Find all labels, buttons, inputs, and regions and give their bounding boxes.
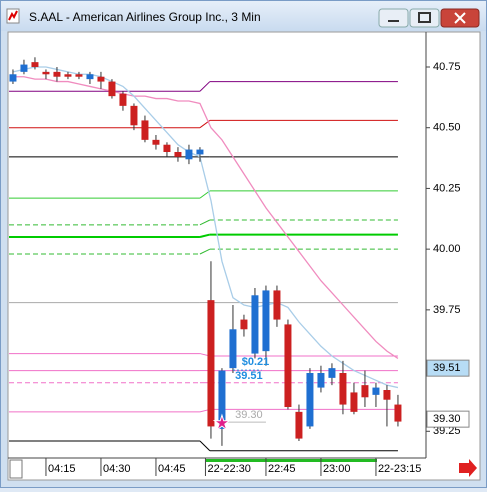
price-tag (426, 359, 470, 377)
window-title: S.AAL - American Airlines Group Inc., 3 … (29, 10, 261, 24)
candle-body (42, 71, 50, 75)
x-tick-label: 04:15 (48, 463, 76, 475)
candle-body (218, 370, 226, 429)
candle-body (350, 392, 358, 412)
candle-body (262, 290, 270, 352)
level-step (199, 248, 211, 255)
maximize-glyph (418, 12, 431, 23)
candle-body (273, 290, 281, 320)
candle-body (317, 373, 325, 388)
level-step (199, 219, 211, 226)
price-tag-label: 39.30 (433, 413, 461, 425)
candle-body (64, 74, 72, 77)
y-tick-label: 40.25 (433, 182, 461, 194)
x-tick-label: 22:45 (268, 463, 296, 475)
scroll-right-arrow[interactable] (459, 459, 477, 477)
x-tick-label: 04:30 (103, 463, 131, 475)
candle-body (328, 368, 336, 378)
candle-body (9, 74, 17, 82)
candle-body (306, 373, 314, 427)
exit-label: 39.30 (235, 409, 263, 421)
candle-body (152, 139, 160, 145)
exit-star (212, 413, 232, 431)
candle-body (75, 74, 83, 77)
y-tick-label: 39.25 (433, 425, 461, 437)
x-tick-label: 22-23:15 (378, 463, 421, 475)
close-glyph (454, 12, 466, 24)
candle-body (163, 144, 171, 152)
candle-body (130, 105, 138, 126)
y-tick-label: 40.50 (433, 122, 461, 134)
window-icon-graph (8, 10, 18, 21)
moving-average (12, 76, 399, 359)
level-step (199, 440, 211, 452)
maximize-button[interactable] (409, 8, 440, 28)
minimize-button[interactable] (378, 8, 409, 28)
y-tick-label: 39.75 (433, 304, 461, 316)
profit-label: $0.21 (242, 356, 270, 368)
candle-body (284, 324, 292, 407)
y-tick-label: 40.00 (433, 243, 461, 255)
price-tag (426, 410, 470, 428)
y-tick-label: 40.75 (433, 61, 461, 73)
candle-body (196, 149, 204, 155)
candle-body (97, 76, 105, 82)
x-tick-label: 04:45 (158, 463, 186, 475)
candle-body (141, 120, 149, 140)
candle-body (86, 74, 94, 80)
candle-body (174, 152, 182, 157)
moving-average (12, 66, 399, 389)
x-tick-label: 22-22:30 (207, 463, 250, 475)
candle-body (251, 295, 259, 354)
level-step (199, 233, 211, 238)
candle-body (372, 387, 380, 395)
scroll-box[interactable] (9, 459, 23, 479)
entry-label: 39.51 (235, 370, 263, 382)
level-step (199, 81, 211, 92)
x-tick-label: 23:00 (323, 463, 351, 475)
candle-body (339, 373, 347, 405)
candle-body (394, 404, 402, 422)
candle-body (185, 149, 193, 160)
price-tag-label: 39.51 (433, 362, 461, 374)
candle-body (240, 319, 248, 330)
candle-body (207, 300, 215, 427)
candle-body (361, 385, 369, 398)
candle-body (229, 329, 237, 369)
candle-body (108, 81, 116, 97)
candle-body (383, 390, 391, 400)
candle-body (119, 93, 127, 106)
candle-body (295, 411, 303, 439)
session-bar (206, 459, 377, 462)
candle-body (31, 62, 39, 67)
candle-body (20, 64, 28, 72)
candle-body (53, 71, 61, 77)
